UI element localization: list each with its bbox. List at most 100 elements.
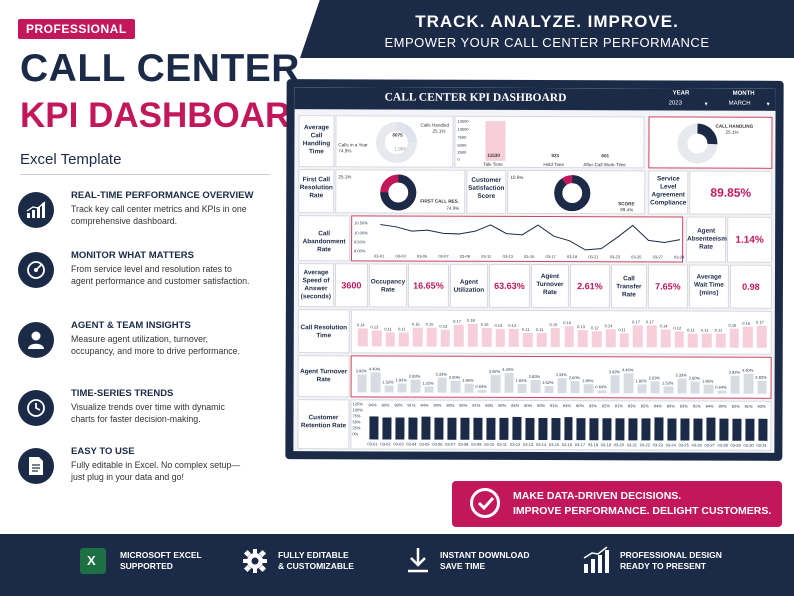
turnover-value: 2.61% (577, 281, 603, 292)
sla-value-cell: 89.85% (689, 170, 773, 215)
retention-bar (615, 418, 625, 441)
transfer-value-cell: 7.65% (647, 264, 689, 309)
year-select[interactable]: 2023 (668, 100, 682, 107)
axis-tick: 100% (352, 407, 363, 413)
dashboard-title: CALL CENTER KPI DASHBOARD (384, 91, 567, 105)
chevron-down-icon[interactable]: ▾ (704, 101, 708, 108)
growth-chart-icon (583, 546, 609, 573)
data-label: 90% (433, 402, 442, 408)
data-label: 92% (459, 402, 468, 408)
resolution-bar-chart: 0.14 0.12 0.11 0.11 0.15 0.15 0.13 0.17 0.18 0.15… (350, 309, 772, 355)
retention-bar (693, 418, 703, 441)
data-label: 0.13 (577, 324, 585, 330)
retention-bar (732, 418, 742, 441)
data-label: 0.17 (756, 319, 764, 325)
csat-chart: 10.6% SCORE 89.4% (507, 169, 646, 215)
resolution-bar (633, 325, 643, 348)
footer-item-excel: X MICROSOFT EXCEL SUPPORTED (80, 534, 250, 596)
data-label: 4.40% (502, 366, 514, 372)
kpi-label-cell: Agent Turnover Rate (530, 263, 570, 309)
user-icon (18, 322, 54, 358)
turnover-bar (610, 375, 621, 394)
data-label: 0.12 (673, 325, 682, 331)
retention-bar (473, 417, 483, 440)
callout-line1: MAKE DATA-DRIVEN DECISIONS. (513, 490, 682, 502)
feature-title: MONITOR WHAT MATTERS (71, 250, 194, 261)
data-label: 0.14 (604, 323, 613, 329)
x-axis: 03-01 03-03 03-05 03-07 03-09 03-11 03-13 03-15… (374, 253, 684, 261)
data-label: 0.16 (742, 320, 751, 326)
footer-item-download: INSTANT DOWNLOAD SAVE TIME (400, 534, 570, 596)
data-label: 0.18 (466, 317, 475, 323)
resolution-label: Call Resolution Time (300, 324, 348, 340)
resolution-bar (743, 326, 754, 348)
kpi-label-cell: Customer Satisfaction Score (466, 169, 507, 214)
turnover-bar-chart: 3.92% 4.40% 1.52% 1.92% 2.83% 1.22% 3.33% 2.60%… (350, 355, 772, 399)
data-label: 90% (575, 403, 585, 409)
kpi-label-cell: Average Call Handling Time (298, 115, 335, 168)
x-tick-label: 03-01 (367, 441, 378, 447)
retention-bar (525, 418, 535, 440)
axis-tick: 125% (352, 401, 363, 407)
turnover-bar (357, 374, 367, 393)
data-label: 0.16 (563, 320, 572, 326)
x-tick-label: 03-12 (510, 441, 521, 447)
retention-bar (395, 417, 405, 440)
feature-title: REAL-TIME PERFORMANCE OVERVIEW (71, 190, 254, 201)
x-tick-label: 03-07 (445, 441, 456, 447)
x-tick-label: 03-19 (600, 442, 612, 448)
retention-bar (512, 417, 522, 440)
turnover-bar (730, 375, 740, 394)
professional-badge: PROFESSIONAL (18, 19, 135, 39)
gear-icon (243, 549, 267, 573)
data-label: 93% (757, 403, 766, 409)
retention-bar (408, 417, 418, 440)
top-banner: TRACK. ANALYZE. IMPROVE. EMPOWER YOUR CA… (300, 0, 794, 58)
turnover-bar (757, 380, 767, 394)
turnover-label: Agent Turnover Rate (536, 273, 564, 297)
data-label: 1.22% (422, 381, 434, 387)
retention-bar-chart: 125% 100% 75% 50% 25% 0% 94% 03-01 90% 03-0… (350, 399, 772, 451)
data-label: 0.15 (425, 321, 434, 327)
turnover-bar (464, 383, 474, 393)
x-tick-label: 03-05 (416, 253, 428, 259)
category-label: After-Call Work-Time (583, 162, 627, 168)
divider (20, 174, 270, 175)
data-label: 2.60% (568, 375, 581, 381)
data-label: 93% (485, 402, 494, 408)
retention-bar (589, 417, 599, 441)
data-label: 1.52% (542, 380, 554, 386)
resolution-bar (467, 323, 478, 347)
chevron-down-icon[interactable]: ▾ (766, 101, 770, 108)
data-label: 3.92% (488, 368, 501, 374)
axis-tick: 5000 (457, 142, 467, 148)
data-label: 91% (407, 402, 416, 408)
call-handling-donut (677, 123, 718, 164)
footer-label: PROFESSIONAL DESIGN (620, 550, 722, 560)
axis-tick: 0% (352, 431, 359, 437)
footer-label: READY TO PRESENT (620, 561, 707, 571)
feature-title: EASY TO USE (71, 446, 135, 457)
resolution-bar (715, 333, 726, 348)
data-label: 94% (705, 403, 714, 409)
category-label: Talk Time (483, 161, 503, 167)
data-label: 0.11 (618, 326, 626, 333)
data-label: 2.83% (408, 373, 421, 379)
turnover-bar (584, 384, 594, 394)
x-tick-label: 03-02 (380, 441, 391, 447)
x-tick-label: 03-14 (535, 442, 547, 448)
data-label: 0.14 (356, 322, 365, 328)
axis-tick: 0 (457, 156, 460, 162)
data-label: 0.17 (645, 319, 654, 325)
resolution-bar (605, 329, 616, 348)
turnover-bar (557, 377, 567, 394)
x-tick-label: 03-23 (609, 254, 620, 260)
kpi-label-cell: First Call Resolution Rate (298, 169, 335, 214)
kpi-label-cell: Agent Turnover Rate (297, 355, 350, 398)
handling-donut (375, 122, 417, 164)
data-label: 3.33% (435, 371, 447, 377)
retention-bar (680, 418, 690, 441)
month-select[interactable]: MARCH (728, 100, 751, 107)
page-title-line1: CALL CENTER (20, 47, 300, 90)
resolution-bar (509, 328, 519, 347)
